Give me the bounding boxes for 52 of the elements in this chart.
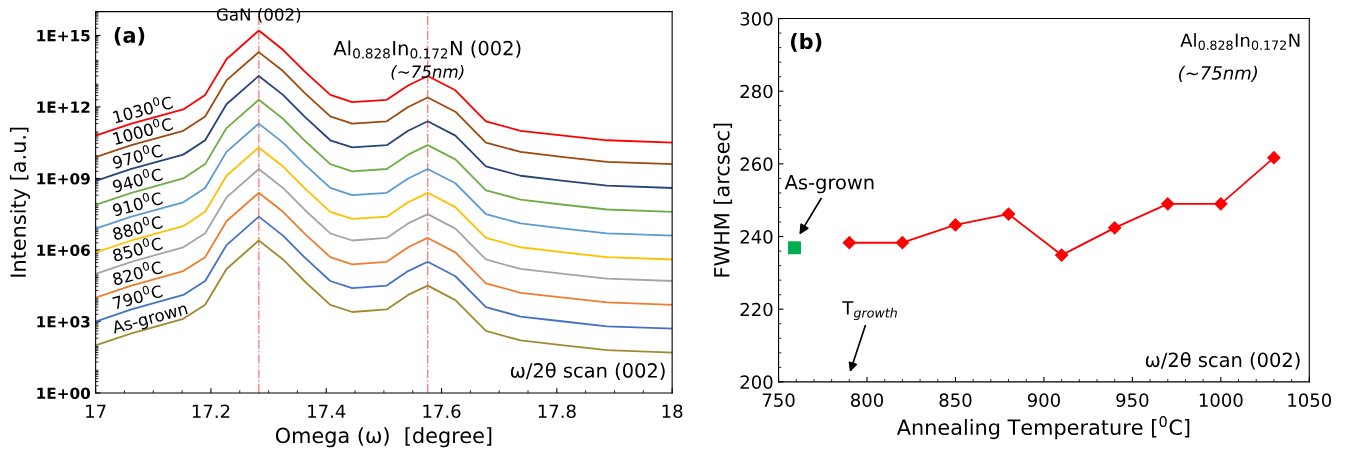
x-axis-title: Annealing Temperature [$^{0}$C]: [896, 416, 1190, 440]
y-tick-label: 1E+12: [37, 101, 90, 113]
y-axis-title: FWHM [arcsec]: [713, 123, 733, 277]
point: [1267, 151, 1281, 165]
annotation: (~75nm): [1179, 65, 1258, 82]
x-tick-label: 800: [851, 393, 884, 407]
x-tick-label: 1050: [1288, 393, 1332, 407]
annotation: Al$_{0.828}$In$_{0.172}$N (002): [333, 40, 521, 59]
annotation: ω/2θ scan (002): [1145, 352, 1300, 370]
line-series: [95, 239, 673, 354]
annotation: Al$_{0.828}$In$_{0.172}$N: [1180, 33, 1300, 50]
y-tick-label: 1E+09: [37, 172, 90, 185]
y-tick-label: 220: [740, 302, 773, 317]
x-tick-label: 17.8: [538, 404, 576, 419]
point: [1214, 197, 1228, 211]
line-series: [95, 29, 673, 144]
y-tick-label: 240: [740, 230, 773, 244]
x-axis-title: Omega (ω) [degree]: [275, 427, 492, 448]
y-axis-title: Intensity [a.u.]: [9, 127, 31, 277]
y-tick-label: 1E+03: [37, 315, 90, 328]
point: [948, 218, 963, 232]
annotation: (~75nm): [391, 65, 464, 80]
y-tick-label: 260: [740, 157, 773, 171]
point: [787, 241, 801, 255]
x-tick-label: 17.4: [308, 404, 346, 418]
line-series: [95, 146, 673, 261]
x-tick-label: 900: [1027, 393, 1060, 407]
annotation: ω/2θ scan (002): [510, 362, 665, 381]
y-tick-label: 1E+15: [37, 30, 90, 42]
y-tick-label: 300: [740, 12, 773, 26]
y-tick-label: 1E+00: [37, 387, 91, 400]
annotation: T$_{growth}$: [842, 301, 897, 321]
x-tick-label: 850: [939, 393, 972, 407]
annotation: (b): [790, 33, 822, 52]
point: [1161, 197, 1175, 211]
y-tick-label: 1E+06: [37, 244, 90, 256]
point: [1108, 221, 1122, 235]
point: [1055, 248, 1069, 262]
annotation: (a): [114, 26, 145, 46]
x-tick-label: 1000: [1199, 393, 1243, 407]
x-tick-label: 18: [662, 404, 683, 419]
y-tick-label: 200: [740, 375, 773, 389]
point: [895, 236, 909, 250]
x-tick-label: 750: [762, 393, 795, 407]
point: [842, 236, 856, 250]
x-tick-label: 17: [86, 404, 106, 418]
y-tick-label: 280: [740, 84, 773, 99]
x-tick-label: 17.6: [423, 404, 461, 419]
x-tick-label: 950: [1116, 393, 1149, 407]
x-tick-label: 17.2: [192, 404, 230, 418]
point: [1001, 207, 1016, 221]
annotation: As-grown: [784, 175, 874, 194]
